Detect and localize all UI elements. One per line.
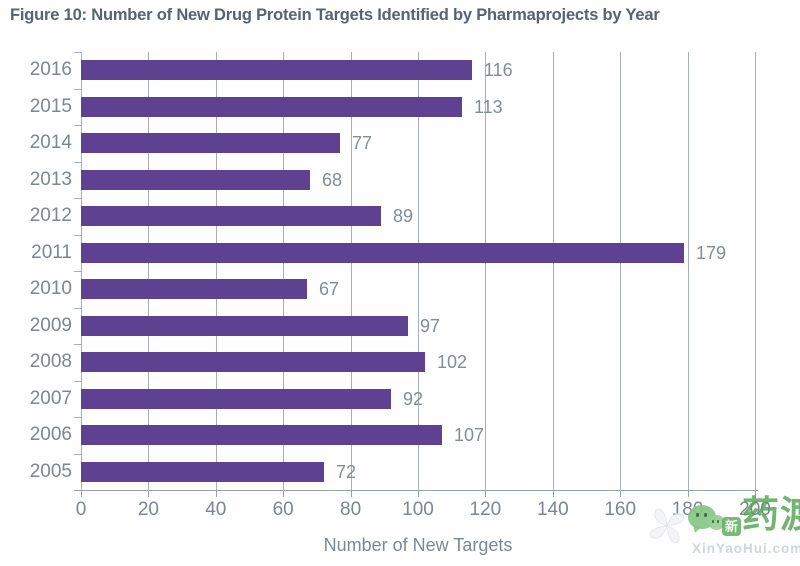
gridline <box>350 52 352 490</box>
x-axis-tick <box>755 490 756 497</box>
x-axis-tick <box>283 490 285 497</box>
gridline <box>687 52 689 490</box>
x-axis-tick <box>350 490 352 497</box>
y-axis-label-2009: 2009 <box>29 314 72 336</box>
y-axis-label-2007: 2007 <box>29 387 72 409</box>
x-axis-line <box>74 490 758 491</box>
gridline <box>755 52 756 490</box>
gridline <box>283 52 285 490</box>
gridline <box>215 52 217 490</box>
bar-2011 <box>81 242 684 263</box>
gridline <box>620 52 622 490</box>
bar-2015 <box>81 96 462 117</box>
x-axis-tick-label: 200 <box>739 499 771 520</box>
x-axis-tick-label: 0 <box>75 499 87 520</box>
gridline <box>148 52 150 490</box>
x-axis-tick-label: 140 <box>536 499 569 520</box>
y-axis-tick <box>74 198 81 199</box>
value-label-2006: 107 <box>454 425 485 445</box>
y-axis-label-2014: 2014 <box>29 132 72 153</box>
x-axis-tick-label: 20 <box>137 499 159 520</box>
value-label-2011: 179 <box>696 242 727 263</box>
x-axis-tick <box>148 490 150 497</box>
gridline <box>485 52 487 490</box>
bar-2012 <box>81 206 381 227</box>
bar-2008 <box>81 352 425 373</box>
y-axis-tick <box>74 52 81 53</box>
y-axis-tick <box>74 161 81 163</box>
y-axis-label-2005: 2005 <box>29 460 72 482</box>
bar-2014 <box>81 133 340 154</box>
y-axis-label-2008: 2008 <box>29 351 72 372</box>
y-axis-label-2010: 2010 <box>29 278 72 299</box>
plot-area: 116 113 77 68 89 179 67 97 102 92 107 72 <box>81 52 756 490</box>
gridline <box>418 52 419 490</box>
x-axis-tick-label: 180 <box>671 499 704 520</box>
x-axis-tick-label: 120 <box>469 499 502 520</box>
value-label-2013: 68 <box>322 169 343 190</box>
y-axis-tick <box>74 380 81 382</box>
y-axis-label-2011: 2011 <box>31 241 72 263</box>
value-label-2009: 97 <box>420 315 441 336</box>
x-axis-tick-label: 40 <box>205 499 227 520</box>
value-label-2005: 72 <box>336 461 357 482</box>
y-axis-tick <box>74 88 81 90</box>
y-axis-tick <box>74 453 81 455</box>
bar-2005 <box>81 461 324 482</box>
y-axis-label-2013: 2013 <box>29 168 72 190</box>
x-axis-tick <box>215 490 217 497</box>
value-label-2010: 67 <box>319 279 340 299</box>
x-axis-tick <box>81 490 82 497</box>
value-label-2016: 116 <box>484 60 513 80</box>
x-axis-tick <box>687 490 689 497</box>
value-label-2008: 102 <box>437 352 468 372</box>
y-axis-label-2006: 2006 <box>29 424 72 445</box>
x-axis-tick <box>552 490 554 497</box>
x-axis-tick-label: 60 <box>272 499 294 520</box>
y-axis-label-2016: 2016 <box>29 59 72 80</box>
value-label-2012: 89 <box>393 206 414 226</box>
bar-2010 <box>81 279 307 300</box>
x-axis-title: Number of New Targets <box>323 535 513 555</box>
bar-2013 <box>81 169 310 190</box>
x-axis-tick-label: 160 <box>604 499 637 520</box>
y-axis-tick <box>74 125 81 126</box>
y-axis-tick <box>74 417 81 418</box>
value-label-2015: 113 <box>474 96 503 117</box>
y-axis-tick <box>74 234 81 236</box>
x-axis-tick <box>418 490 419 497</box>
bar-2016 <box>81 60 472 81</box>
bar-2009 <box>81 315 408 336</box>
bar-2007 <box>81 388 391 409</box>
y-axis-tick <box>74 344 81 345</box>
x-axis-tick <box>485 490 487 497</box>
y-axis-line <box>81 52 82 490</box>
y-axis-tick <box>74 271 81 272</box>
y-axis-tick <box>74 307 81 309</box>
y-axis-label-2012: 2012 <box>29 205 72 226</box>
bar-2006 <box>81 425 442 446</box>
value-label-2014: 77 <box>352 133 373 153</box>
gridline <box>552 52 554 490</box>
x-axis-tick <box>620 490 622 497</box>
value-label-2007: 92 <box>403 388 424 409</box>
x-axis-tick-label: 100 <box>402 499 434 520</box>
y-axis-label-2015: 2015 <box>29 95 72 117</box>
figure-title: Figure 10: Number of New Drug Protein Ta… <box>10 6 660 24</box>
x-axis-tick-label: 80 <box>340 499 362 520</box>
